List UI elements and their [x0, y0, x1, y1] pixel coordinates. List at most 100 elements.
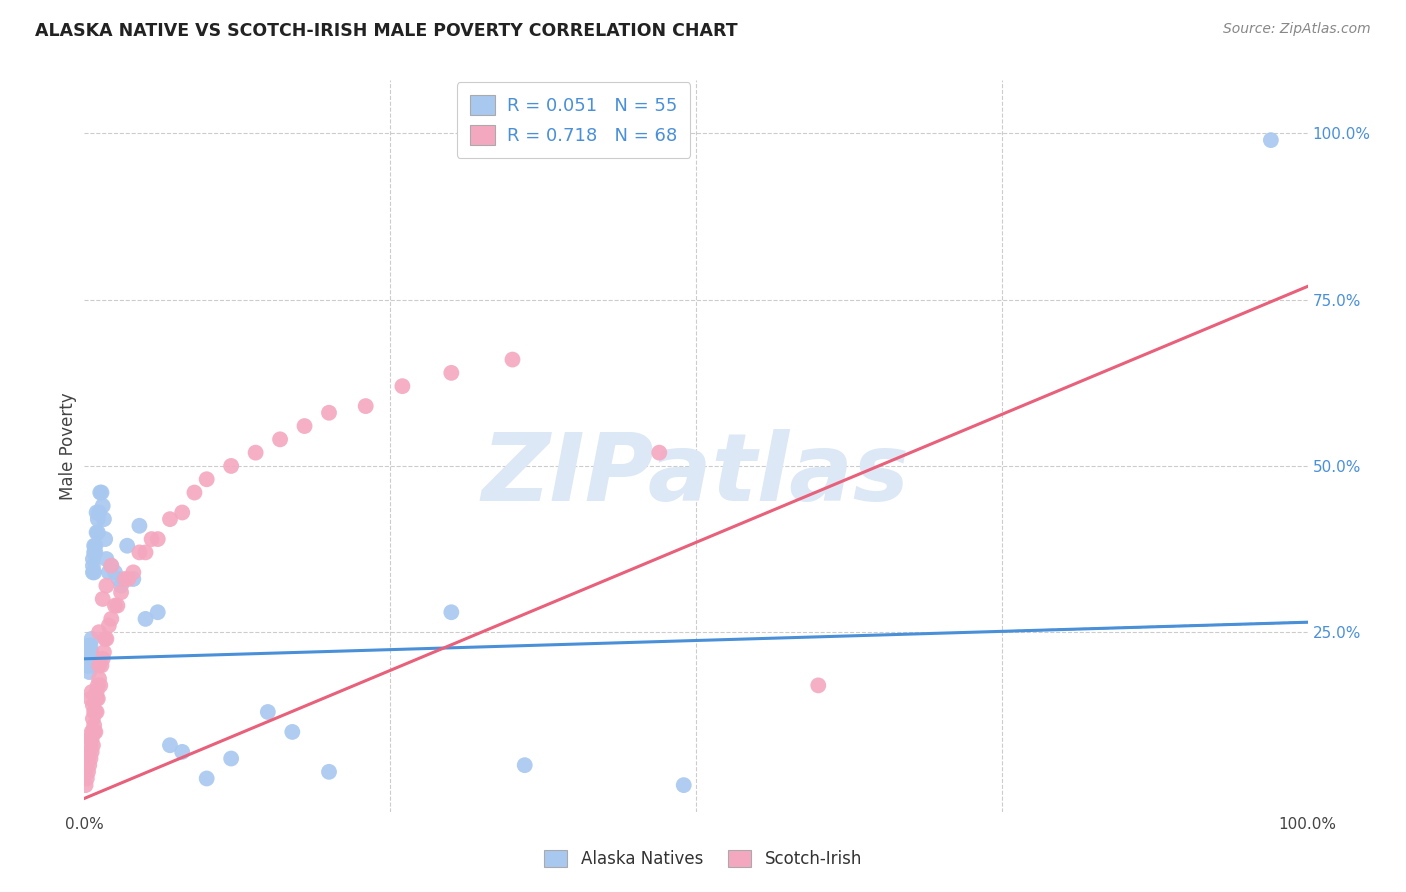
Point [87, 625, 110, 640]
Point [86, 506, 108, 520]
Point [183, 485, 205, 500]
Point [94, 632, 117, 646]
Point [110, 585, 132, 599]
Point [79, 731, 101, 746]
Point [87, 691, 110, 706]
Y-axis label: Male Poverty: Male Poverty [59, 392, 77, 500]
Point [89, 485, 111, 500]
Point [141, 532, 163, 546]
Point [107, 572, 129, 586]
Point [87, 672, 110, 686]
Point [100, 558, 122, 573]
Point [86, 685, 108, 699]
Point [90, 658, 112, 673]
Point [80, 645, 103, 659]
Point [91, 591, 114, 606]
Point [97, 618, 120, 632]
Point [83, 539, 105, 553]
Point [82, 558, 104, 573]
Point [91, 652, 114, 666]
Point [172, 745, 194, 759]
Point [219, 751, 242, 765]
Point [87, 512, 110, 526]
Point [96, 552, 118, 566]
Point [807, 678, 830, 692]
Point [86, 525, 108, 540]
Point [257, 705, 280, 719]
Point [76, 658, 98, 673]
Point [110, 579, 132, 593]
Point [195, 772, 218, 786]
Point [82, 725, 104, 739]
Point [245, 445, 267, 459]
Point [86, 691, 108, 706]
Point [82, 712, 104, 726]
Point [87, 525, 110, 540]
Text: ALASKA NATIVE VS SCOTCH-IRISH MALE POVERTY CORRELATION CHART: ALASKA NATIVE VS SCOTCH-IRISH MALE POVER… [35, 22, 738, 40]
Point [100, 612, 122, 626]
Point [84, 705, 107, 719]
Point [77, 764, 100, 779]
Point [80, 658, 103, 673]
Point [84, 545, 107, 559]
Point [77, 639, 100, 653]
Point [82, 566, 104, 580]
Point [80, 745, 103, 759]
Point [440, 366, 463, 380]
Point [172, 506, 194, 520]
Point [76, 758, 98, 772]
Point [104, 566, 127, 580]
Point [83, 718, 105, 732]
Point [79, 645, 101, 659]
Point [80, 731, 103, 746]
Point [648, 445, 671, 459]
Point [80, 632, 103, 646]
Text: ZIPatlas: ZIPatlas [482, 429, 910, 521]
Point [96, 579, 118, 593]
Point [83, 566, 105, 580]
Point [89, 678, 111, 692]
Point [159, 512, 181, 526]
Point [513, 758, 536, 772]
Point [502, 352, 524, 367]
Point [83, 725, 105, 739]
Point [93, 645, 115, 659]
Point [77, 758, 100, 772]
Point [440, 605, 463, 619]
Legend: Alaska Natives, Scotch-Irish: Alaska Natives, Scotch-Irish [537, 843, 869, 875]
Point [94, 532, 117, 546]
Point [318, 406, 340, 420]
Point [76, 652, 98, 666]
Point [84, 725, 107, 739]
Point [87, 678, 110, 692]
Point [90, 485, 112, 500]
Point [219, 458, 242, 473]
Point [128, 545, 150, 559]
Text: Source: ZipAtlas.com: Source: ZipAtlas.com [1223, 22, 1371, 37]
Point [122, 566, 145, 580]
Point [195, 472, 218, 486]
Point [135, 545, 157, 559]
Point [77, 751, 100, 765]
Point [354, 399, 377, 413]
Point [79, 639, 101, 653]
Point [87, 506, 110, 520]
Point [87, 658, 110, 673]
Point [159, 738, 181, 752]
Point [318, 764, 340, 779]
Point [294, 419, 316, 434]
Point [83, 705, 105, 719]
Point [269, 433, 291, 447]
Point [128, 518, 150, 533]
Point [146, 532, 169, 546]
Point [146, 605, 169, 619]
Point [79, 738, 101, 752]
Point [391, 379, 413, 393]
Point [97, 566, 120, 580]
Point [79, 691, 101, 706]
Legend: R = 0.051   N = 55, R = 0.718   N = 68: R = 0.051 N = 55, R = 0.718 N = 68 [457, 82, 690, 158]
Point [80, 685, 103, 699]
Point [83, 545, 105, 559]
Point [77, 652, 100, 666]
Point [281, 725, 304, 739]
